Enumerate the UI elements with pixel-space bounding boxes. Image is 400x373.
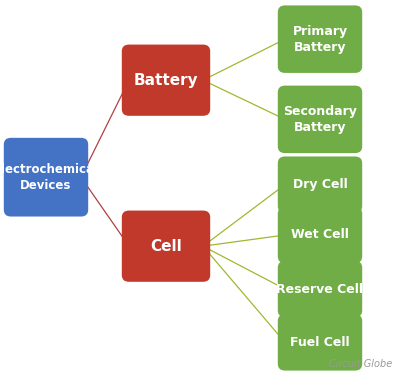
Text: Reserve Cell: Reserve Cell: [276, 283, 364, 295]
Text: Cell: Cell: [150, 239, 182, 254]
Text: Circuit Globe: Circuit Globe: [329, 359, 392, 369]
FancyBboxPatch shape: [122, 44, 210, 116]
Text: Primary
Battery: Primary Battery: [292, 25, 348, 54]
FancyBboxPatch shape: [278, 5, 362, 73]
FancyBboxPatch shape: [278, 261, 362, 317]
FancyBboxPatch shape: [278, 314, 362, 371]
Text: Battery: Battery: [134, 73, 198, 88]
Text: Electrochemical
Devices: Electrochemical Devices: [0, 163, 98, 192]
Text: Wet Cell: Wet Cell: [291, 229, 349, 241]
Text: Fuel Cell: Fuel Cell: [290, 336, 350, 349]
Text: Secondary
Battery: Secondary Battery: [283, 105, 357, 134]
FancyBboxPatch shape: [278, 85, 362, 153]
FancyBboxPatch shape: [122, 210, 210, 282]
FancyBboxPatch shape: [278, 157, 362, 213]
FancyBboxPatch shape: [4, 138, 88, 216]
Text: Dry Cell: Dry Cell: [293, 178, 347, 191]
FancyBboxPatch shape: [278, 207, 362, 263]
